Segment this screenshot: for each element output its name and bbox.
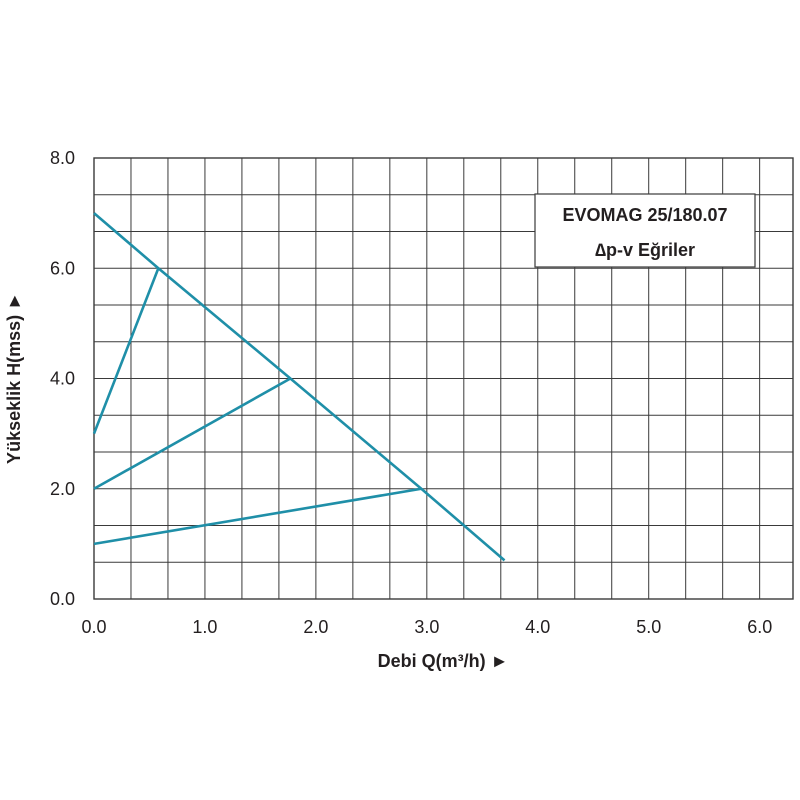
x-tick-label: 1.0 (192, 617, 217, 637)
y-axis-ticks: 0.0 2.0 4.0 6.0 8.0 (50, 148, 75, 609)
y-axis-title: Yükseklik H(mss) ► (4, 292, 24, 464)
y-tick-label: 6.0 (50, 258, 75, 278)
x-tick-label: 3.0 (414, 617, 439, 637)
x-axis-title: Debi Q(m³/h) ► (378, 651, 509, 671)
x-axis-ticks: 0.0 1.0 2.0 3.0 4.0 5.0 6.0 (81, 617, 772, 637)
plot-border (93, 157, 794, 600)
legend-model-label: EVOMAG 25/180.07 (562, 205, 727, 225)
x-tick-label: 5.0 (636, 617, 661, 637)
plot-frame (93, 157, 794, 600)
x-tick-label: 4.0 (525, 617, 550, 637)
series-group (92, 212, 506, 562)
legend-curve-label: ∆p-v Eğriler (595, 240, 695, 260)
series-line-4 (93, 487, 422, 546)
x-tick-label: 2.0 (303, 617, 328, 637)
y-tick-label: 2.0 (50, 479, 75, 499)
series-line-3 (93, 377, 292, 490)
legend-box: EVOMAG 25/180.07 ∆p-v Eğriler (534, 193, 756, 268)
x-tick-label: 0.0 (81, 617, 106, 637)
y-tick-label: 4.0 (50, 369, 75, 389)
x-tick-label: 6.0 (747, 617, 772, 637)
legend-frame (534, 193, 756, 268)
y-tick-label: 8.0 (50, 148, 75, 168)
series-line-2 (92, 267, 160, 435)
y-tick-label: 0.0 (50, 589, 75, 609)
